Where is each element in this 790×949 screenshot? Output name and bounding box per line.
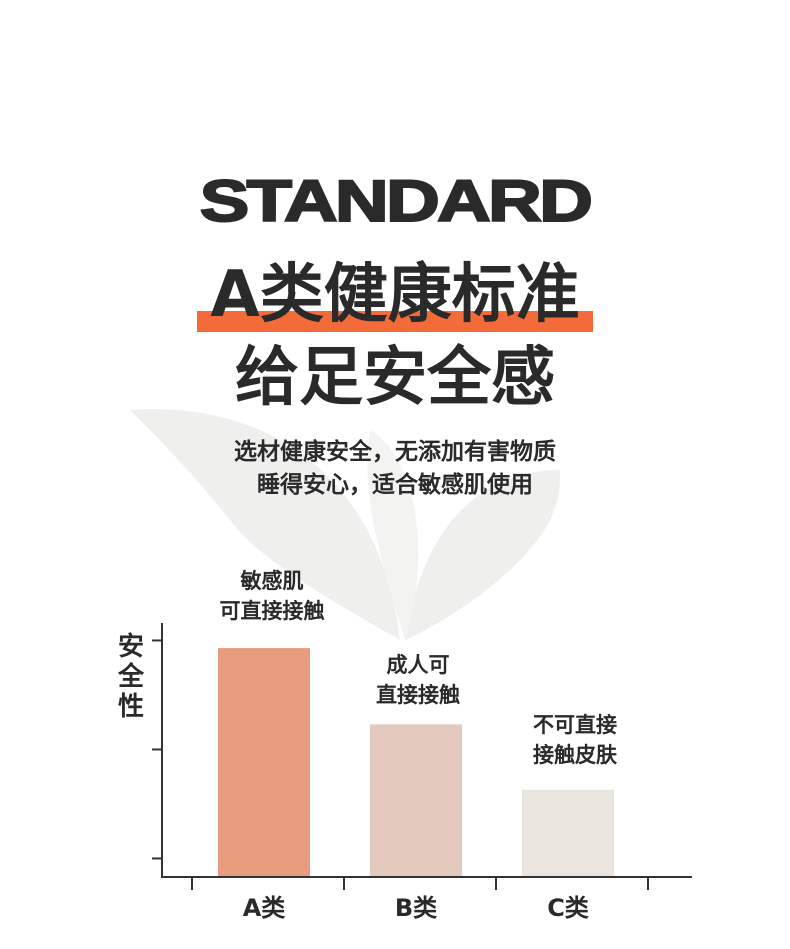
annotation-line: 成人可 bbox=[386, 653, 450, 677]
bar-A类 bbox=[218, 648, 310, 877]
bar-annotation-b: 成人可 直接接触 bbox=[328, 650, 508, 710]
annotation-line: 接触皮肤 bbox=[533, 743, 617, 767]
leaf-left bbox=[130, 409, 400, 640]
bar-annotation-c: 不可直接 接触皮肤 bbox=[485, 710, 665, 770]
subtitle-line2: 睡得安心，适合敏感肌使用 bbox=[257, 472, 533, 498]
eyebrow-standard: STANDARD bbox=[198, 168, 594, 235]
y-axis-label: 安全性 bbox=[117, 632, 144, 722]
annotation-line: 可直接接触 bbox=[219, 599, 325, 623]
subtitle-line1: 选材健康安全，无添加有害物质 bbox=[234, 439, 556, 465]
bar-annotation-a: 敏感肌 可直接接触 bbox=[182, 566, 362, 626]
annotation-line: 敏感肌 bbox=[240, 569, 304, 593]
bar-C类 bbox=[522, 789, 614, 877]
title-highlight-bar bbox=[197, 311, 593, 332]
page-title: A类健康标准 bbox=[210, 258, 580, 332]
x-tick-label-c: C类 bbox=[547, 894, 589, 922]
bar-B类 bbox=[370, 724, 462, 877]
x-tick-label-a: A类 bbox=[242, 894, 286, 922]
annotation-line: 直接接触 bbox=[376, 683, 460, 707]
page-title-line2: 给足安全感 bbox=[235, 341, 555, 415]
leaf-top bbox=[367, 430, 419, 640]
x-tick-label-b: B类 bbox=[394, 894, 438, 922]
leaf-right bbox=[405, 470, 560, 640]
annotation-line: 不可直接 bbox=[533, 713, 617, 737]
